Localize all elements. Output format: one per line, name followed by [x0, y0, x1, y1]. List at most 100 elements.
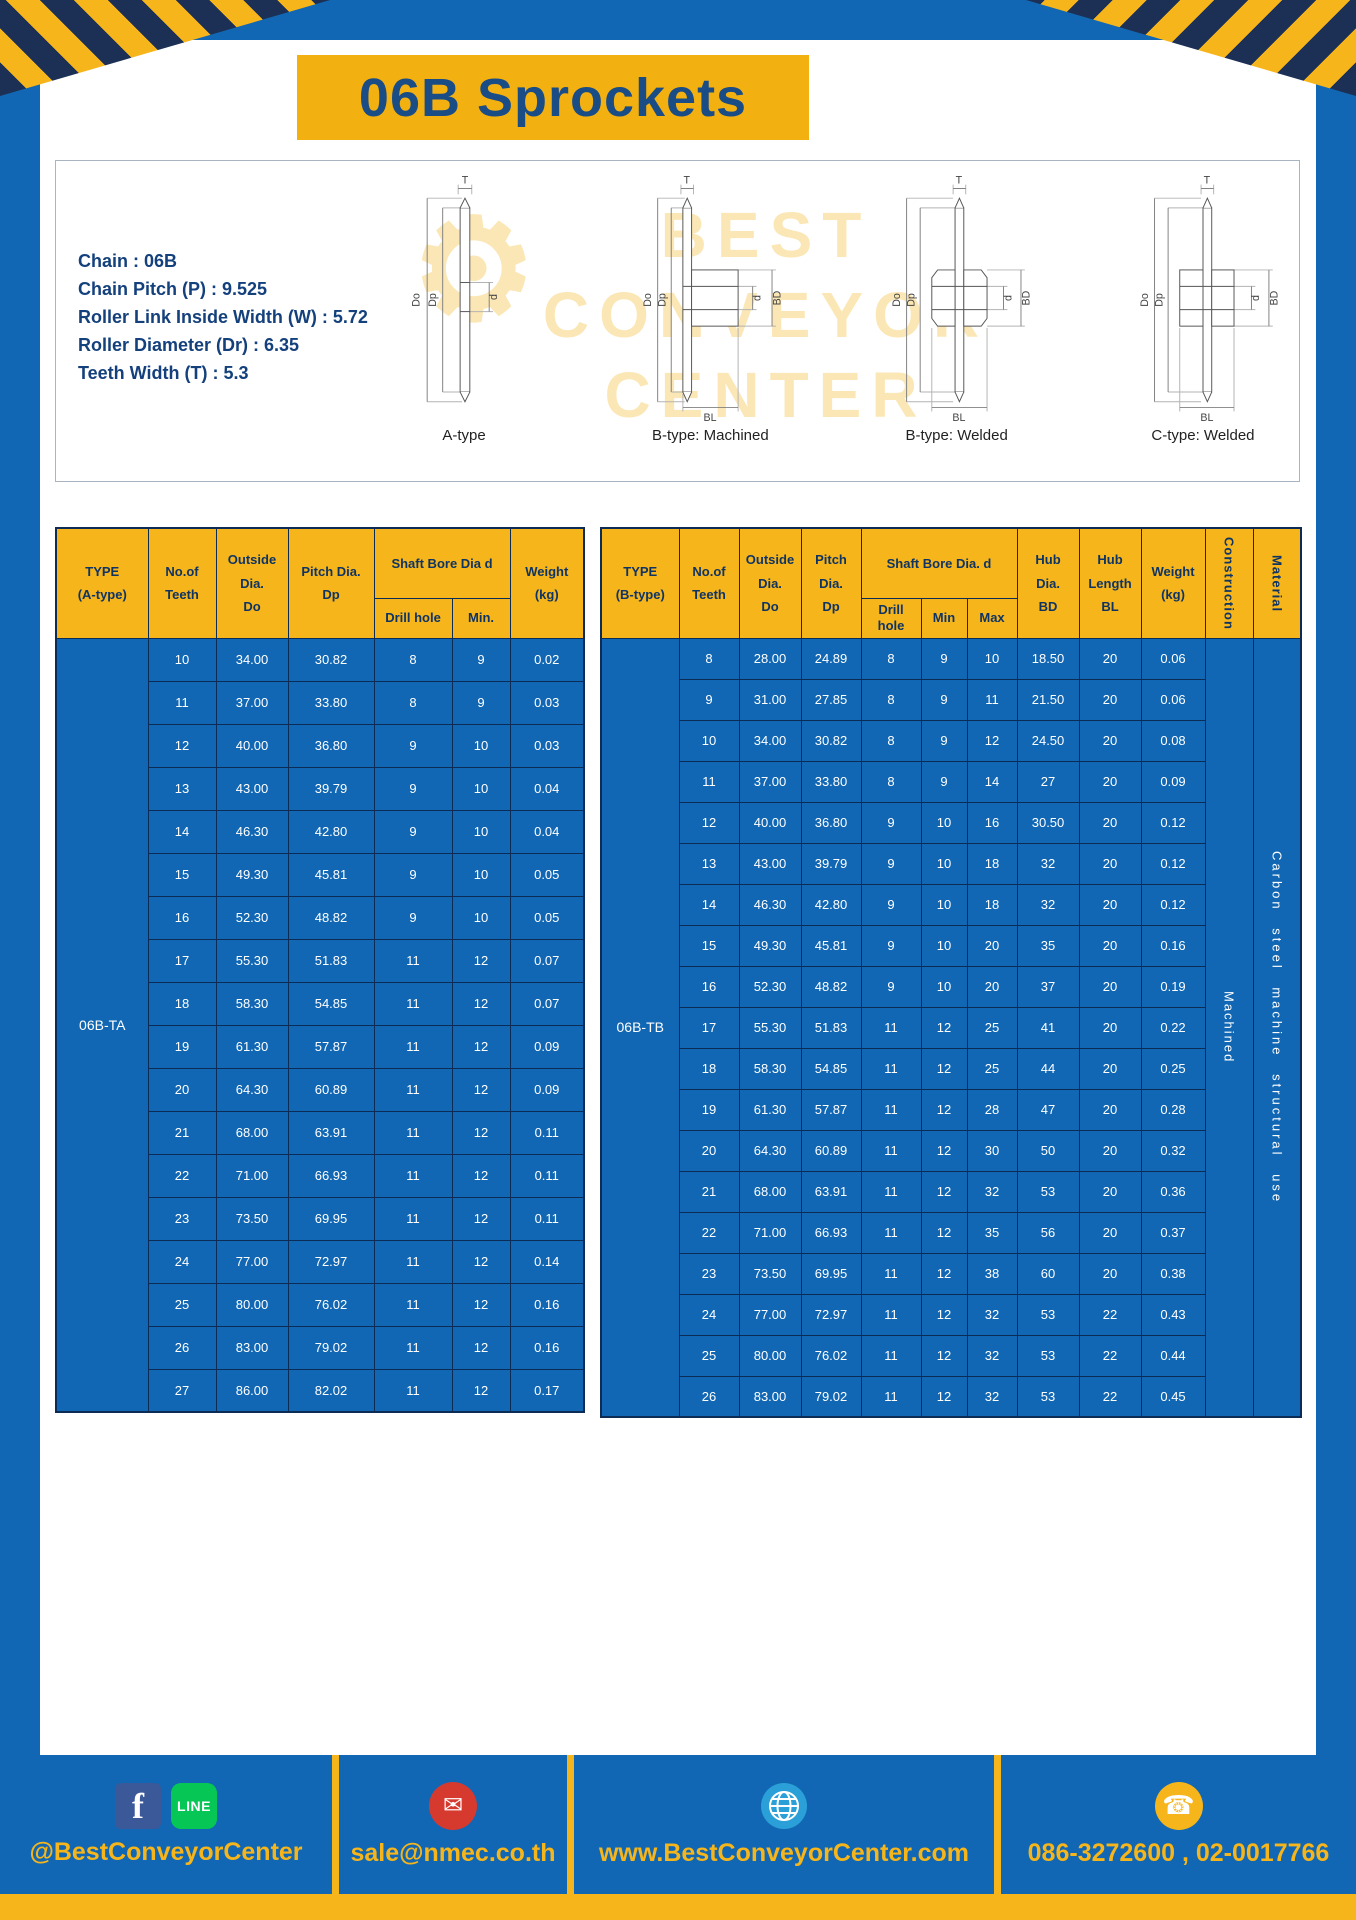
table-cell: 11 — [860, 1375, 922, 1418]
table-cell: 14 — [678, 883, 740, 926]
table-cell: 9 — [451, 637, 511, 682]
table-cell: 20 — [1078, 883, 1142, 926]
table-cell: 9 — [373, 809, 453, 854]
table-cell: 12 — [920, 1129, 968, 1172]
table-cell: 0.44 — [1140, 1334, 1206, 1377]
facebook-icon[interactable]: f — [115, 1782, 161, 1829]
table-cell: 9 — [920, 719, 968, 762]
table-cell: 20 — [966, 965, 1018, 1008]
table-cell: 18 — [966, 883, 1018, 926]
table-cell: 46.30 — [215, 809, 289, 854]
line-glyph: LINE — [177, 1797, 211, 1814]
col-header-outside-a: Outside Dia. Do — [215, 527, 289, 639]
table-cell: 54.85 — [287, 981, 375, 1026]
table-cell: 0.07 — [509, 981, 585, 1026]
table-cell: 63.91 — [287, 1110, 375, 1155]
spec-line-roller-dia: Roller Diameter (Dr) : 6.35 — [78, 335, 300, 355]
table-cell: 20 — [1078, 801, 1142, 844]
table-cell: 53 — [1016, 1334, 1080, 1377]
table-cell: 0.19 — [1140, 965, 1206, 1008]
table-cell: 72.97 — [800, 1293, 862, 1336]
table-cell: 50 — [1016, 1129, 1080, 1172]
svg-text:Dp: Dp — [905, 293, 917, 307]
table-cell: 34.00 — [215, 637, 289, 682]
table-cell: 17 — [147, 938, 217, 983]
table-cell: 9 — [373, 852, 453, 897]
email-label[interactable]: sale@nmec.co.th — [350, 1838, 556, 1867]
table-cell: 27 — [147, 1368, 217, 1413]
table-cell: 77.00 — [215, 1239, 289, 1284]
table-cell: 12 — [451, 1153, 511, 1198]
website-label[interactable]: www.BestConveyorCenter.com — [598, 1838, 969, 1867]
table-cell: 32 — [966, 1375, 1018, 1418]
table-cell: 0.16 — [509, 1282, 585, 1327]
table-cell: 42.80 — [287, 809, 375, 854]
table-cell: 11 — [860, 1334, 922, 1377]
svg-text:T: T — [955, 175, 962, 187]
table-cell: 69.95 — [800, 1252, 862, 1295]
table-cell: 20 — [1078, 637, 1142, 680]
drawing-b-type-machined: T Do Dp d BD BL B-type: Machined — [622, 173, 798, 475]
table-cell: 9 — [451, 680, 511, 725]
table-cell: 69.95 — [287, 1196, 375, 1241]
table-cell: 21 — [147, 1110, 217, 1155]
table-row: 06B-TB 8 28.00 24.89 8 9 10 18.50 20 0.06 Machined… — [600, 637, 1302, 1418]
table-cell: 8 — [373, 637, 453, 682]
table-cell: 12 — [966, 719, 1018, 762]
table-cell: 21 — [678, 1170, 740, 1213]
table-cell: 53 — [1016, 1375, 1080, 1418]
table-cell: 9 — [373, 766, 453, 811]
table-cell: 66.93 — [800, 1211, 862, 1254]
table-cell: 38 — [966, 1252, 1018, 1295]
line-icon[interactable]: LINE — [171, 1782, 217, 1829]
table-cell: 39.79 — [800, 842, 862, 885]
table-cell: 27.85 — [800, 678, 862, 721]
table-cell: 24 — [147, 1239, 217, 1284]
type-cell: 06B-TA — [55, 637, 149, 1413]
table-cell: 9 — [860, 842, 922, 885]
table-cell: 80.00 — [738, 1334, 802, 1377]
table-row: 11 37.00 33.80 8 9 0.03 — [56, 680, 585, 725]
table-cell: 16 — [966, 801, 1018, 844]
table-cell: 0.12 — [1140, 883, 1206, 926]
phone-label[interactable]: 086-3272600 , 02-0017766 — [1027, 1838, 1330, 1867]
table-cell: 20 — [147, 1067, 217, 1112]
phone-icon[interactable]: ☎ — [1154, 1781, 1203, 1830]
table-cell: 57.87 — [287, 1024, 375, 1069]
table-cell: 11 — [860, 1129, 922, 1172]
table-cell: 24.89 — [800, 637, 862, 680]
table-cell: 12 — [147, 723, 217, 768]
globe-icon[interactable] — [760, 1782, 808, 1830]
table-cell: 10 — [678, 719, 740, 762]
email-icon[interactable]: ✉ — [429, 1781, 477, 1830]
table-cell: 18 — [678, 1047, 740, 1090]
table-cell: 20 — [1078, 678, 1142, 721]
table-cell: 9 — [860, 924, 922, 967]
table-cell: 12 — [920, 1334, 968, 1377]
spec-panel: ⚙ BEST CONVEYOR CENTER Chain : 06B Chain… — [55, 160, 1300, 482]
table-cell: 9 — [860, 965, 922, 1008]
table-cell: 0.06 — [1140, 637, 1206, 680]
facebook-handle-label[interactable]: @BestConveyorCenter — [29, 1837, 303, 1866]
table-cell: 20 — [1078, 965, 1142, 1008]
col-header-outside-b: Outside Dia. Do — [738, 527, 802, 639]
table-cell: 71.00 — [738, 1211, 802, 1254]
table-cell: 33.80 — [800, 760, 862, 803]
table-cell: 77.00 — [738, 1293, 802, 1336]
table-cell: 12 — [451, 1368, 511, 1413]
table-cell: 9 — [678, 678, 740, 721]
table-cell: 12 — [451, 1067, 511, 1112]
svg-text:BL: BL — [704, 412, 717, 424]
table-cell: 25 — [678, 1334, 740, 1377]
table-cell: 11 — [860, 1293, 922, 1336]
table-cell: 9 — [860, 801, 922, 844]
table-cell: 68.00 — [738, 1170, 802, 1213]
col-header-type-a: TYPE (A-type) — [55, 527, 149, 639]
table-cell: 76.02 — [800, 1334, 862, 1377]
col-header-teeth-a: No.of Teeth — [147, 527, 217, 639]
table-cell: 9 — [373, 895, 453, 940]
table-cell: 45.81 — [800, 924, 862, 967]
table-cell: 58.30 — [738, 1047, 802, 1090]
table-cell: 28.00 — [738, 637, 802, 680]
table-cell: 54.85 — [800, 1047, 862, 1090]
